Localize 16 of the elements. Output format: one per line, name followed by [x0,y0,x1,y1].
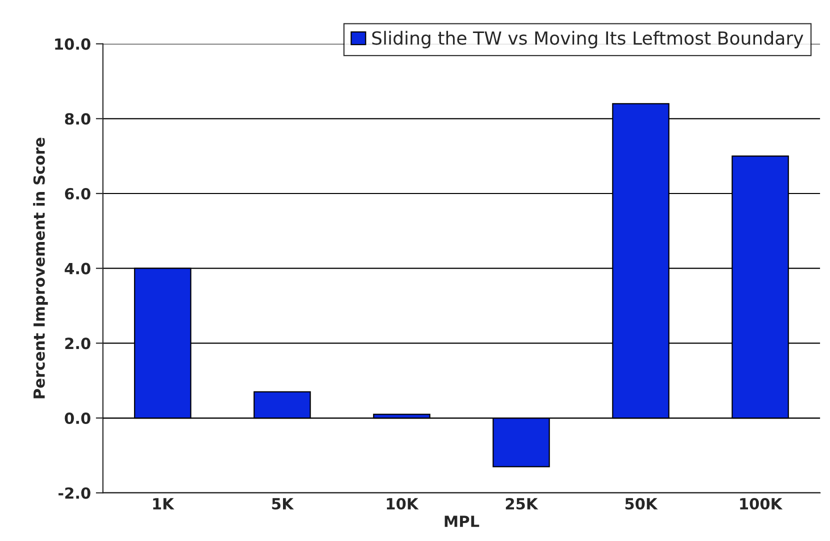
y-tick-label: 6.0 [65,188,90,200]
x-tick-label: 5K [272,498,294,510]
x-tick-label: 1K [153,498,174,510]
x-tick-label: 25K [506,498,538,510]
y-tick-label: 2.0 [65,338,90,350]
x-axis-title: MPL [444,516,480,527]
x-tick-label: 10K [386,498,419,510]
legend-label: Sliding the TW vs Moving Its Leftmost Boundary [372,30,804,48]
x-tick-label: 100K [740,498,783,510]
y-tick-label: 8.0 [64,113,90,125]
y-tick-label: 4.0 [64,262,90,274]
y-tick-label: 10.0 [55,38,90,50]
y-tick-label: 0.0 [64,412,90,424]
x-tick-label: 50K [625,498,658,510]
y-tick-label: -2.0 [58,487,90,499]
y-axis-title: Percent Improvement in Score [33,138,48,398]
